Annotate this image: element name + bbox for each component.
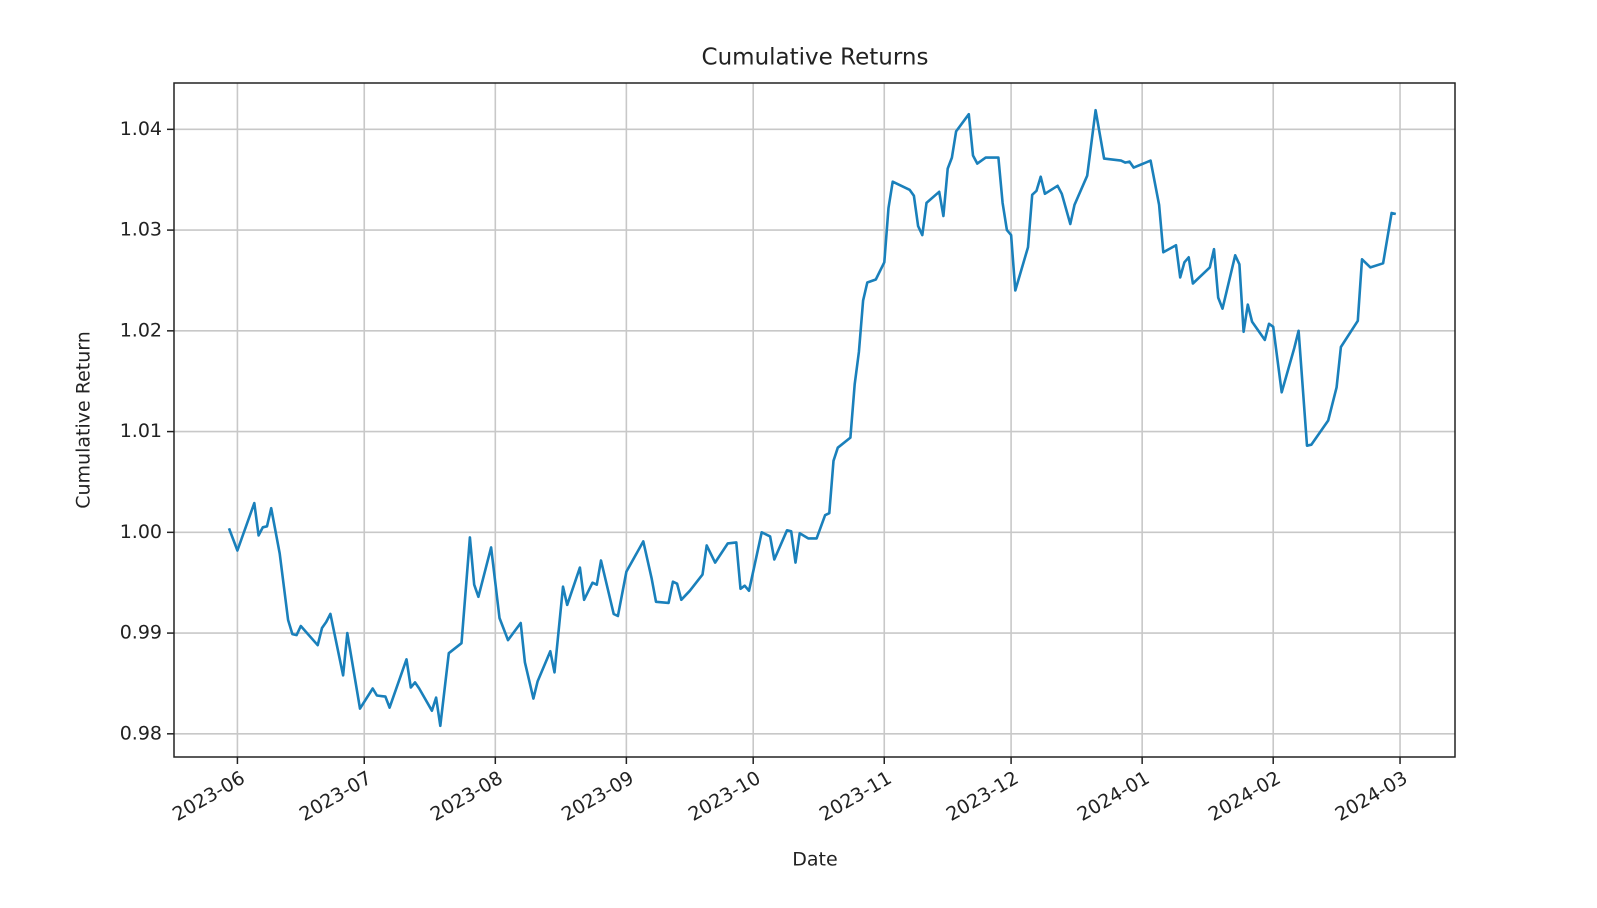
y-tick-label: 0.99	[120, 622, 162, 644]
x-tick-label: 2024-01	[1074, 767, 1154, 826]
x-tick-label: 2024-02	[1205, 767, 1285, 826]
y-tick-label: 1.00	[120, 521, 162, 543]
y-tick-label: 1.02	[120, 319, 162, 341]
y-tick-label: 0.98	[120, 722, 162, 744]
y-tick-label: 1.01	[120, 420, 162, 442]
x-tick-label: 2023-10	[685, 767, 765, 826]
data-line	[227, 108, 1397, 728]
x-tick-label: 2023-12	[943, 767, 1023, 826]
x-tick-label: 2023-08	[427, 767, 507, 826]
y-tick-label: 1.03	[120, 219, 162, 241]
x-tick-label: 2023-11	[816, 767, 896, 826]
x-axis-label: Date	[792, 849, 837, 871]
y-tick-label: 1.04	[120, 118, 162, 140]
x-tick-label: 2023-09	[558, 767, 638, 826]
x-tick-label: 2023-07	[296, 767, 376, 826]
plot-frame	[173, 82, 1456, 758]
chart-title: Cumulative Returns	[702, 45, 929, 71]
x-tick-label: 2024-03	[1332, 767, 1412, 826]
x-tick-label: 2023-06	[169, 767, 249, 826]
y-axis-label: Cumulative Return	[73, 331, 95, 509]
